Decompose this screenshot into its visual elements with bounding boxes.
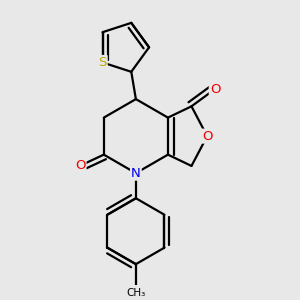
Text: O: O xyxy=(75,159,86,172)
Text: N: N xyxy=(131,167,141,180)
Text: O: O xyxy=(210,82,220,96)
Text: O: O xyxy=(202,130,212,142)
Text: S: S xyxy=(98,56,107,69)
Text: CH₃: CH₃ xyxy=(126,288,146,298)
